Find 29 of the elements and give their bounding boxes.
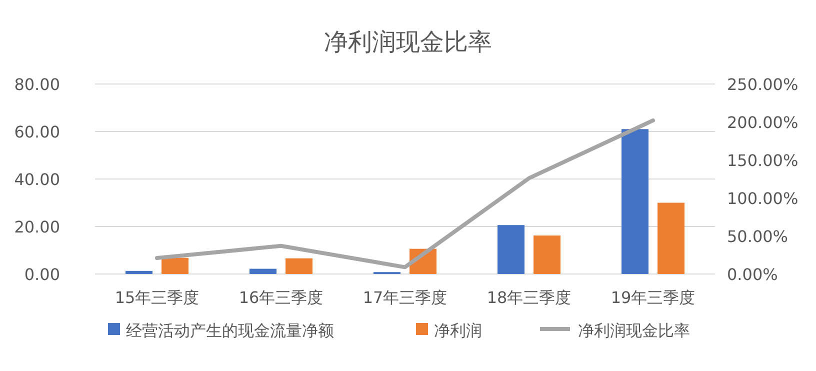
x-tick-label: 19年三季度	[610, 288, 696, 307]
bar	[658, 202, 684, 274]
bar	[622, 129, 648, 274]
bar	[498, 225, 524, 274]
y-tick-label: 40.00	[14, 170, 60, 189]
x-tick-label: 16年三季度	[238, 288, 324, 307]
legend-label: 净利润现金比率	[578, 321, 690, 340]
y2-tick-label: 50.00%	[727, 227, 788, 246]
y-tick-label: 80.00	[14, 75, 60, 94]
y-tick-label: 20.00	[14, 218, 60, 236]
legend-label: 净利润	[434, 321, 482, 340]
bar	[162, 258, 188, 274]
y2-tick-label: 100.00%	[727, 189, 798, 208]
bar	[286, 258, 312, 274]
bar	[534, 236, 560, 274]
bar	[250, 268, 276, 274]
y2-tick-label: 150.00%	[727, 151, 798, 170]
x-tick-label: 15年三季度	[114, 288, 200, 307]
y-tick-label: 0.00	[24, 265, 60, 284]
chart-title: 净利润现金比率	[324, 28, 492, 56]
y2-tick-label: 250.00%	[727, 75, 798, 94]
y-tick-label: 60.00	[14, 122, 60, 142]
x-tick-label: 17年三季度	[362, 288, 448, 307]
y2-tick-label: 200.00%	[727, 113, 798, 132]
y2-tick-label: 0.00%	[727, 265, 778, 284]
legend-label: 经营活动产生的现金流量净额	[126, 321, 334, 340]
x-tick-label: 18年三季度	[486, 288, 572, 307]
bar	[126, 270, 152, 274]
line-series	[155, 118, 655, 270]
